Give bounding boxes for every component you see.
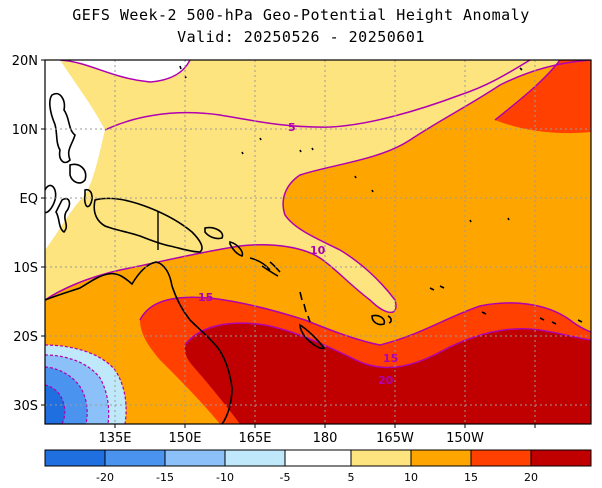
lon-label-165e: 165E (238, 431, 271, 446)
australia-land (45, 261, 233, 424)
contour-label-15-east: 15 (383, 352, 398, 365)
negative-contours (45, 344, 127, 424)
colorbar: -20 -15 -10 -5 5 10 15 20 (44, 449, 592, 484)
chart-subtitle: Valid: 20250526 - 20250601 (177, 28, 425, 46)
longitude-labels: 135E 150E 165E 180 165W 150W (98, 431, 483, 446)
sulawesi-land (55, 197, 71, 234)
bougainville-land (229, 240, 244, 257)
borneo-land (45, 184, 57, 214)
lon-label-180: 180 (313, 431, 338, 446)
contour-label-5: 5 (288, 121, 296, 134)
colorbar-tick-neg15: -15 (156, 471, 174, 484)
colorbar-tick-10: 10 (404, 471, 418, 484)
lon-label-135e: 135E (98, 431, 131, 446)
latitude-labels: 20N 10N EQ 10S 20S 30S (12, 54, 38, 414)
lat-label-10s: 10S (13, 261, 38, 276)
colorbar-tick-neg20: -20 (96, 471, 114, 484)
colorbar-tick-20: 20 (524, 471, 538, 484)
lat-label-eq: EQ (20, 192, 38, 207)
colorbar-bin-4 (225, 450, 285, 466)
graticule (45, 60, 591, 424)
colorbar-bin-9 (531, 450, 591, 466)
lon-label-150w: 150W (446, 431, 484, 446)
colorbar-tick-5: 5 (348, 471, 355, 484)
field-20-plus (184, 323, 591, 424)
colorbar-tick-neg5: -5 (280, 471, 291, 484)
field-15-to-20-north (495, 60, 591, 134)
vanuatu-islands (299, 291, 311, 323)
colorbar-tick-15: 15 (464, 471, 478, 484)
field-neg-20 (45, 385, 65, 424)
halmahera-land (83, 188, 93, 208)
lon-label-165w: 165W (376, 431, 414, 446)
coastlines (45, 65, 583, 424)
new-caledonia-land (299, 323, 326, 350)
contour-value-labels: 5 10 15 15 20 (198, 121, 398, 387)
colorbar-bin-2 (105, 450, 165, 466)
mindanao-land (69, 163, 87, 184)
axis-ticks (41, 59, 536, 428)
colorbar-bin-5 (285, 450, 351, 466)
fiji-islands (371, 314, 392, 326)
chart-title: GEFS Week-2 500-hPa Geo-Potential Height… (72, 6, 530, 24)
lat-label-30s: 30S (13, 399, 38, 414)
lat-label-10n: 10N (12, 123, 38, 138)
colorbar-bin-8 (471, 450, 531, 466)
map-fields: 5 10 15 15 20 (45, 60, 591, 424)
new-britain-land (204, 226, 224, 240)
lat-label-20n: 20N (12, 54, 38, 69)
new-guinea-land (93, 197, 203, 253)
colorbar-bin-3 (165, 450, 225, 466)
contour-lines (45, 60, 591, 369)
contour-label-10: 10 (310, 244, 326, 257)
lon-label-150e: 150E (168, 431, 201, 446)
colorbar-tick-neg10: -10 (216, 471, 234, 484)
colorbar-bin-1 (45, 450, 105, 466)
philippines-land (49, 92, 76, 164)
contour-label-20: 20 (378, 374, 394, 387)
map-frame (44, 59, 592, 425)
solomon-islands (249, 257, 281, 277)
colorbar-bin-6 (351, 450, 411, 466)
lat-label-20s: 20S (13, 330, 38, 345)
colorbar-tick-labels: -20 -15 -10 -5 5 10 15 20 (96, 471, 538, 484)
contour-label-15-west: 15 (198, 291, 213, 304)
polynesia-islands (429, 285, 583, 325)
colorbar-bin-7 (411, 450, 471, 466)
